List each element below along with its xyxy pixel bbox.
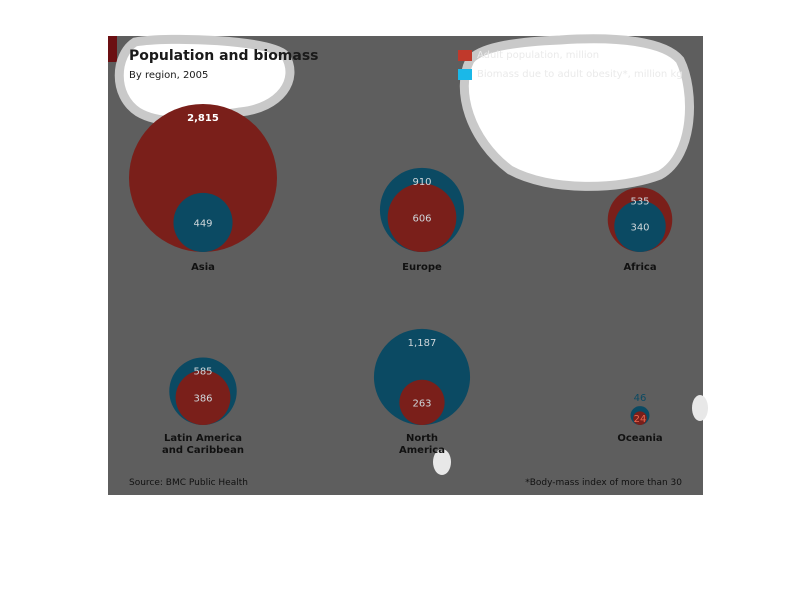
region-north-america: 1,187 263 North America bbox=[373, 328, 471, 456]
region-europe: 910 606 Europe bbox=[379, 167, 465, 273]
region-label-europe: Europe bbox=[402, 262, 442, 273]
value-label-biomass-asia: 449 bbox=[193, 218, 212, 229]
footnote: *Body-mass index of more than 30 bbox=[525, 478, 682, 488]
highlight-dot-right bbox=[692, 395, 708, 421]
bubble-biomass-africa bbox=[614, 200, 666, 252]
highlight-dot-bottom bbox=[433, 449, 451, 475]
value-label-population-oceania: 24 bbox=[634, 414, 647, 425]
bubble-population-asia bbox=[129, 104, 277, 252]
region-latin-america-and-caribbean: 585 386 Latin America and Caribbean bbox=[162, 357, 244, 456]
legend-swatch-population bbox=[458, 50, 472, 61]
legend-entry-biomass: Biomass due to adult obesity*, million k… bbox=[458, 69, 683, 80]
value-label-biomass-latin-america-and-caribbean: 585 bbox=[193, 367, 212, 378]
highlight-strokes bbox=[114, 34, 708, 475]
bubble-population-latin-america-and-caribbean bbox=[175, 370, 231, 425]
chart-title: Population and biomass bbox=[129, 48, 319, 64]
region-label-asia: Asia bbox=[191, 262, 215, 273]
region-label-latin-america-and-caribbean: Latin America and Caribbean bbox=[162, 433, 244, 456]
bubble-biomass-north-america bbox=[373, 328, 471, 425]
legend-entry-population: Adult population, million bbox=[458, 50, 599, 61]
region-label-oceania: Oceania bbox=[617, 433, 662, 444]
highlight-stroke-legend bbox=[459, 34, 694, 191]
value-label-biomass-north-america: 1,187 bbox=[408, 338, 437, 349]
value-label-biomass-africa: 340 bbox=[630, 222, 649, 233]
region-label-africa: Africa bbox=[623, 262, 656, 273]
value-label-population-europe: 606 bbox=[412, 214, 431, 225]
region-oceania: 46 24 Oceania bbox=[617, 393, 662, 444]
value-label-population-asia: 2,815 bbox=[187, 113, 219, 124]
region-label-north-america: North America bbox=[399, 433, 445, 456]
corner-mark bbox=[108, 36, 117, 62]
source-note: Source: BMC Public Health bbox=[129, 478, 248, 488]
region-asia: 2,815 449 Asia bbox=[129, 104, 277, 273]
bubble-population-north-america bbox=[399, 379, 445, 425]
legend-swatch-biomass bbox=[458, 69, 472, 80]
value-label-population-north-america: 263 bbox=[412, 398, 431, 409]
region-africa: 535 340 Africa bbox=[607, 187, 673, 273]
value-label-biomass-europe: 910 bbox=[412, 177, 431, 188]
legend-label-biomass: Biomass due to adult obesity*, million k… bbox=[477, 69, 683, 80]
bubble-population-europe bbox=[387, 183, 457, 252]
bubble-population-oceania bbox=[633, 411, 647, 425]
legend-label-population: Adult population, million bbox=[477, 50, 600, 61]
bubble-biomass-asia bbox=[173, 192, 233, 253]
highlight-stroke-title bbox=[114, 34, 295, 126]
value-label-population-latin-america-and-caribbean: 386 bbox=[193, 394, 212, 405]
value-label-population-africa: 535 bbox=[630, 196, 649, 207]
value-label-biomass-oceania: 46 bbox=[634, 393, 647, 404]
chart-subtitle: By region, 2005 bbox=[129, 70, 209, 81]
